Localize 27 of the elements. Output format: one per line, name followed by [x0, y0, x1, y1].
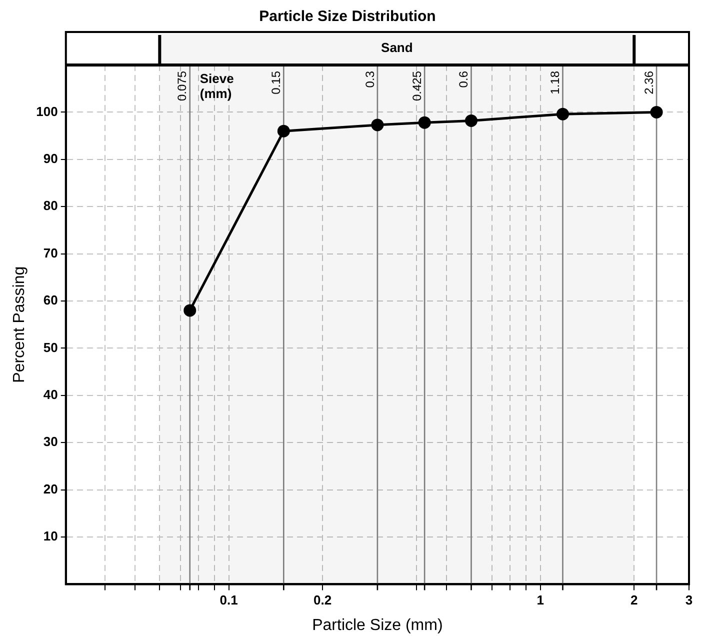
- ref-line-label: 1.18: [548, 70, 562, 94]
- x-tick-label: 2: [630, 592, 638, 608]
- y-tick-label: 80: [43, 198, 58, 214]
- band-label: Sand: [381, 40, 413, 56]
- x-tick-label: 3: [685, 592, 693, 608]
- y-tick-label: 60: [43, 292, 58, 308]
- y-tick-label: 10: [43, 528, 58, 544]
- y-tick-label: 20: [43, 481, 58, 496]
- ref-line-label: 0.425: [410, 70, 424, 102]
- y-tick-label: 90: [43, 150, 58, 166]
- ref-line-label: 0.15: [268, 70, 283, 94]
- x-tick-label: 0.2: [314, 592, 332, 608]
- ref-line-label: 0.3: [362, 70, 377, 88]
- y-tick-label: 70: [43, 245, 58, 260]
- y-axis-title: Percent Passing: [11, 266, 28, 383]
- y-tick-label: 50: [43, 340, 58, 355]
- ref-line-label: 0.075: [175, 70, 190, 102]
- x-tick-label: 0.1: [220, 592, 238, 608]
- y-tick-label: 30: [43, 434, 58, 450]
- chart-title: Particle Size Distribution: [259, 8, 436, 26]
- ref-line-label: 0.6: [456, 70, 471, 88]
- y-tick-label: 40: [43, 386, 58, 402]
- x-axis-title: Particle Size (mm): [312, 616, 443, 634]
- ref-line-label: 2.36: [642, 70, 656, 94]
- x-tick-label: 1: [536, 592, 544, 608]
- annotation: Sieve (mm): [200, 71, 234, 102]
- y-tick-label: 100: [36, 104, 58, 119]
